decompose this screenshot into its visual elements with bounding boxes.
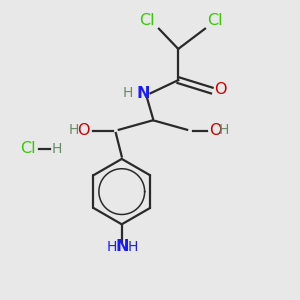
- Text: O: O: [209, 123, 222, 138]
- Text: Cl: Cl: [139, 13, 155, 28]
- Text: Cl: Cl: [208, 13, 223, 28]
- Text: H: H: [52, 142, 62, 155]
- Text: Cl: Cl: [20, 141, 36, 156]
- Text: H: H: [122, 85, 133, 100]
- Text: H: H: [69, 123, 80, 137]
- Text: O: O: [77, 123, 89, 138]
- Text: N: N: [116, 239, 129, 254]
- Text: N: N: [137, 86, 150, 101]
- Text: H: H: [107, 240, 117, 254]
- Text: O: O: [214, 82, 226, 98]
- Text: H: H: [127, 240, 138, 254]
- Text: H: H: [219, 123, 230, 137]
